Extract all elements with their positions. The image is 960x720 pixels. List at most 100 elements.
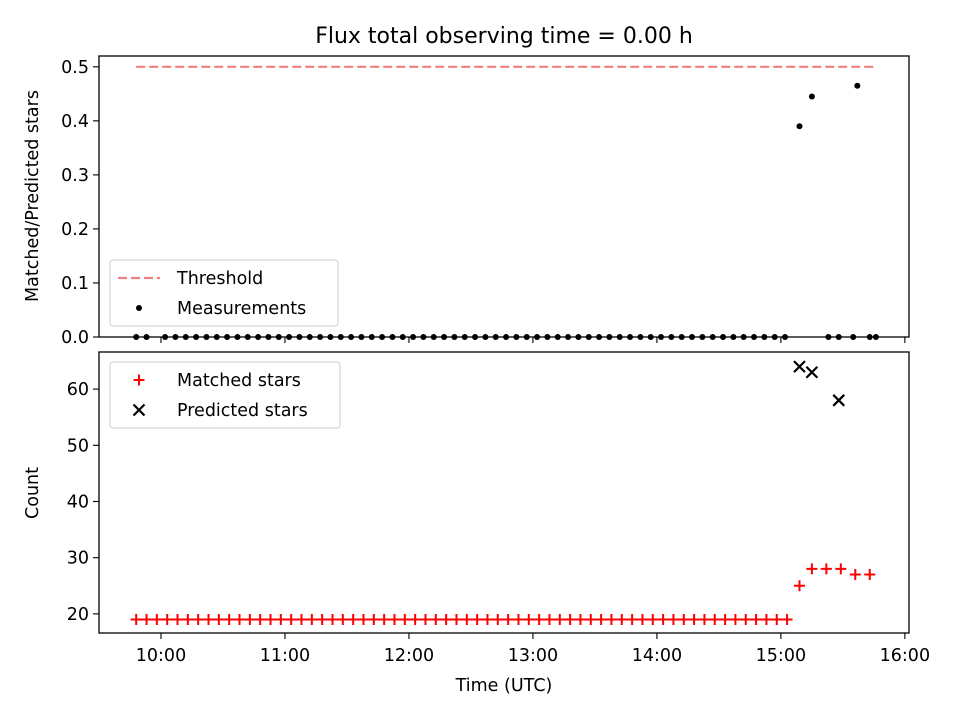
matched-stars-point [523, 614, 535, 626]
matched-stars-point [254, 614, 266, 626]
matched-stars-point [399, 614, 411, 626]
matched-stars-point [141, 614, 153, 626]
bottom-series-predicted-stars [793, 360, 846, 407]
measurement-point [854, 82, 861, 89]
matched-stars-point [864, 569, 876, 581]
matched-stars-point [806, 563, 818, 575]
matched-stars-point [554, 614, 566, 626]
legend-measurements-swatch [136, 305, 142, 311]
matched-stars-point [729, 614, 741, 626]
matched-stars-point [793, 580, 805, 592]
bottom-y-tick-label: 40 [67, 492, 89, 512]
matched-stars-point [657, 614, 669, 626]
matched-stars-point [771, 614, 783, 626]
matched-stars-point [719, 614, 731, 626]
bottom-y-tick-label: 50 [67, 436, 89, 456]
matched-stars-point [585, 614, 597, 626]
bottom-x-tick-label: 13:00 [508, 646, 558, 666]
top-y-tick-label: 0.5 [61, 58, 89, 78]
matched-stars-point [543, 614, 555, 626]
top-chart-title: Flux total observing time = 0.00 h [315, 24, 693, 49]
bottom-y-tick-label: 60 [67, 380, 89, 400]
matched-stars-point [461, 614, 473, 626]
matched-stars-point [492, 614, 504, 626]
bottom-x-tick-label: 11:00 [260, 646, 310, 666]
bottom-y-tick-label: 20 [67, 605, 89, 625]
matched-stars-point [533, 614, 545, 626]
matched-stars-point [172, 614, 184, 626]
matched-stars-point [688, 614, 700, 626]
top-legend: Threshold Measurements [109, 259, 339, 327]
matched-stars-point [275, 614, 287, 626]
bottom-x-tick-label: 14:00 [632, 646, 682, 666]
matched-stars-point [316, 614, 328, 626]
matched-stars-point [378, 614, 390, 626]
matched-stars-point [182, 614, 194, 626]
matched-stars-point [849, 569, 861, 581]
bottom-x-tick-label: 15:00 [756, 646, 806, 666]
matched-stars-point [368, 614, 380, 626]
matched-stars-point [244, 614, 256, 626]
bottom-x-tick-label: 16:00 [880, 646, 930, 666]
matched-stars-point [357, 614, 369, 626]
top-plot-frame [98, 55, 910, 338]
matched-stars-point [337, 614, 349, 626]
matched-stars-point [296, 614, 307, 626]
predicted-stars-point [805, 365, 819, 379]
matched-stars-point [409, 614, 421, 626]
matched-stars-point [740, 614, 752, 626]
matched-stars-point [326, 614, 338, 626]
matched-stars-point [781, 614, 793, 626]
top-y-tick-label: 0.3 [61, 166, 89, 186]
bottom-series-matched-stars [130, 563, 876, 626]
matched-stars-point [595, 614, 607, 626]
matched-stars-point [698, 614, 710, 626]
top-chart-y-axis-label: Matched/Predicted stars [23, 90, 43, 302]
matched-stars-point [647, 614, 659, 626]
legend-matched-stars-swatch [133, 374, 145, 386]
top-y-tick-label: 0.1 [61, 274, 89, 294]
matched-stars-point [234, 614, 246, 626]
matched-stars-point [709, 614, 721, 626]
matched-stars-point [820, 563, 832, 575]
bottom-x-tick-label: 12:00 [384, 646, 434, 666]
measurement-point [796, 123, 803, 130]
matched-stars-point [564, 614, 576, 626]
matched-stars-point [471, 614, 483, 626]
matched-stars-point [213, 614, 225, 626]
top-y-tick-label: 0.4 [61, 112, 89, 132]
matched-stars-point [450, 614, 462, 626]
matched-stars-point [265, 614, 277, 626]
legend-predicted-stars-swatch [132, 403, 146, 417]
matched-stars-point [130, 614, 142, 626]
matched-stars-point [419, 614, 431, 626]
bottom-legend-box [109, 361, 341, 429]
legend-label: Matched stars [177, 371, 301, 391]
matched-stars-point [750, 614, 762, 626]
top-legend-box [109, 259, 339, 327]
bottom-chart-y-axis-label: Count [23, 467, 43, 519]
top-y-tick-label: 0.2 [61, 220, 89, 240]
bottom-plot-frame [98, 351, 910, 634]
matched-stars-point [161, 614, 173, 626]
matched-stars-point [574, 614, 586, 626]
bottom-x-tick-label: 10:00 [136, 646, 186, 666]
matched-stars-point [347, 614, 359, 626]
matched-stars-point [636, 614, 648, 626]
bottom-y-tick-label: 30 [67, 549, 89, 569]
matched-stars-point [192, 614, 204, 626]
matched-stars-point [760, 614, 772, 626]
measurement-point [808, 93, 815, 100]
matched-stars-point [223, 614, 235, 626]
legend-label: Predicted stars [177, 401, 308, 421]
top-y-tick-label: 0.0 [61, 328, 89, 348]
matched-stars-point [667, 614, 679, 626]
bottom-chart-x-axis-label: Time (UTC) [455, 676, 553, 696]
matched-stars-point [430, 614, 442, 626]
matched-stars-point [285, 614, 297, 626]
matched-stars-point [388, 614, 400, 626]
bottom-legend: Matched stars Predicted stars [109, 361, 341, 429]
matched-stars-point [678, 614, 690, 626]
